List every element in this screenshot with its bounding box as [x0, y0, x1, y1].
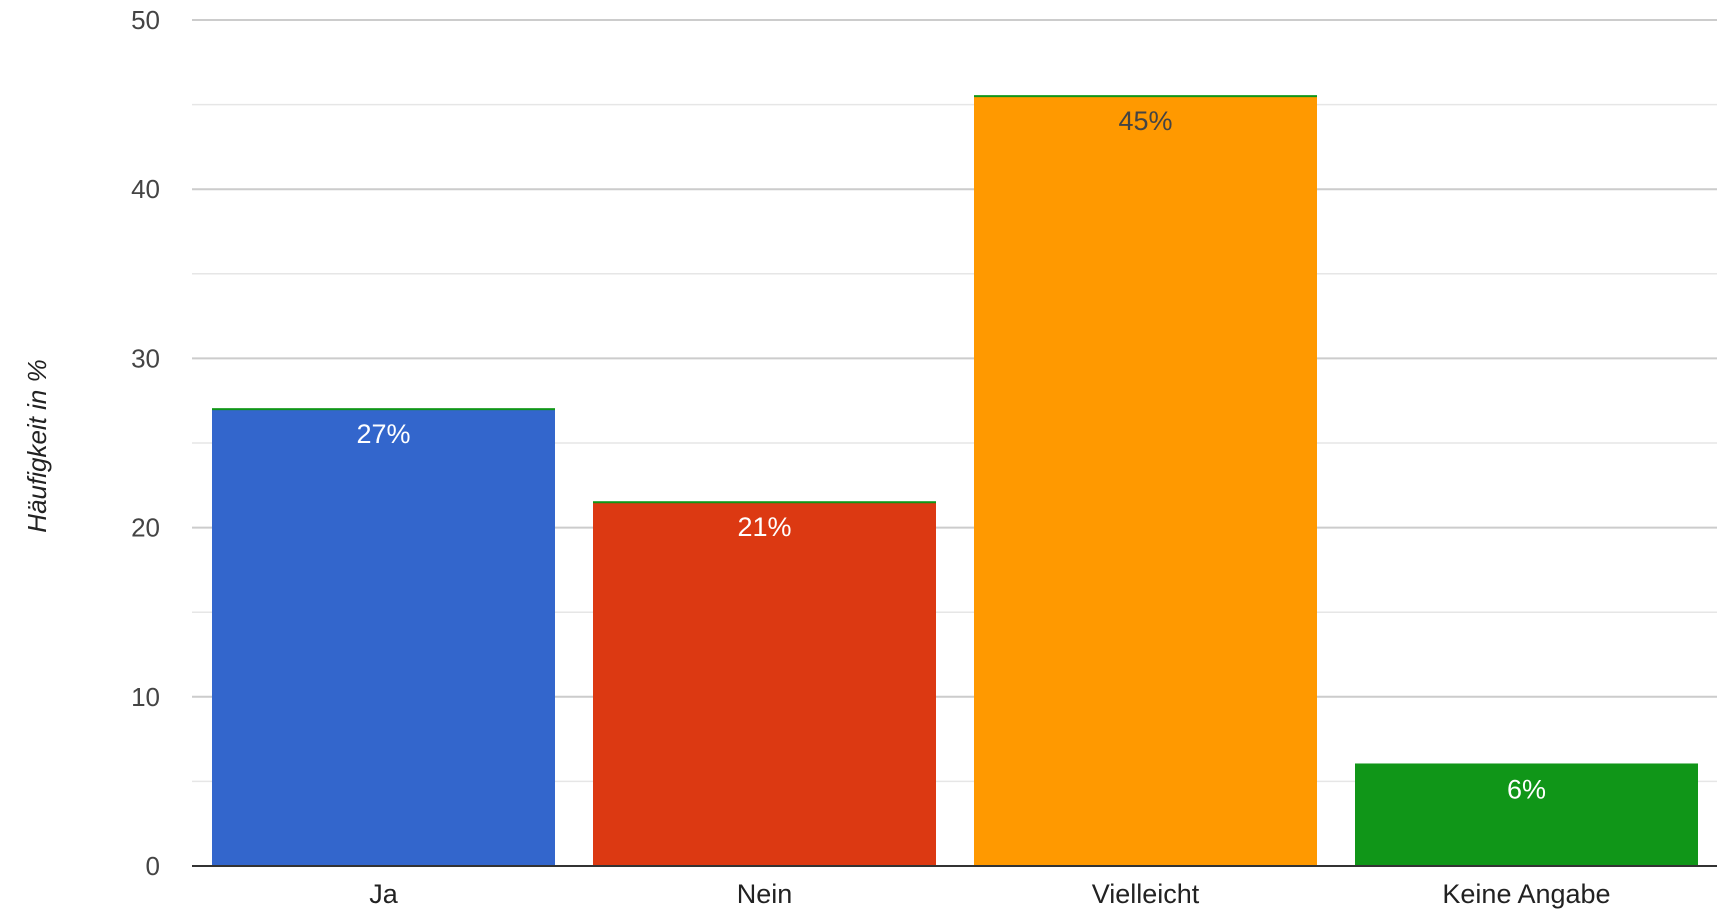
- bar-top-edge: [974, 95, 1317, 98]
- data-label: 6%: [1507, 774, 1546, 804]
- x-tick-labels: Ja Nein Vielleicht Keine Angabe: [369, 879, 1610, 909]
- y-tick-label: 50: [131, 5, 160, 35]
- data-labels: 27% 21% 45% 6%: [356, 106, 1546, 804]
- bar: [1355, 764, 1698, 866]
- bar: [974, 96, 1317, 866]
- y-tick-labels: 0 10 20 30 40 50: [131, 5, 160, 881]
- y-tick-label: 0: [146, 851, 160, 881]
- y-tick-label: 20: [131, 513, 160, 543]
- y-tick-label: 30: [131, 343, 160, 373]
- x-tick-label: Keine Angabe: [1442, 879, 1610, 909]
- data-label: 21%: [737, 512, 791, 542]
- x-tick-label: Vielleicht: [1092, 879, 1200, 909]
- bar-top-edge: [212, 408, 555, 411]
- bar: [212, 409, 555, 866]
- x-tick-label: Ja: [369, 879, 399, 909]
- bar-top-edge: [593, 501, 936, 504]
- data-label: 27%: [356, 419, 410, 449]
- y-tick-label: 10: [131, 682, 160, 712]
- bar: [593, 502, 936, 866]
- bar-top-edge: [1355, 763, 1698, 766]
- y-axis-label: Häufigkeit in %: [22, 359, 52, 532]
- data-label: 45%: [1118, 106, 1172, 136]
- x-tick-label: Nein: [737, 879, 793, 909]
- bars: [212, 95, 1698, 866]
- y-tick-label: 40: [131, 174, 160, 204]
